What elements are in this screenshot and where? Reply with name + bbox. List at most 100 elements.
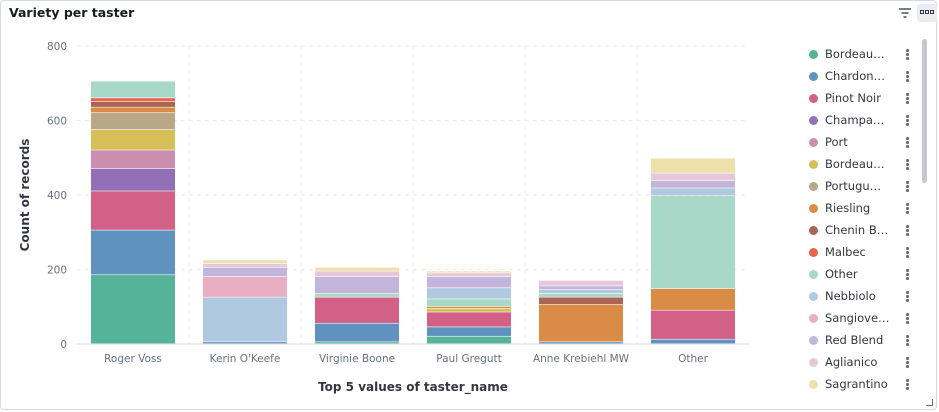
legend-label: Bordeau… [825,157,885,171]
bar-segment [315,323,399,342]
bar-segment [427,273,511,277]
legend-color-dot [809,93,818,103]
x-axis-title: Top 5 values of taster_name [318,380,508,395]
bar-segment [91,113,175,130]
bar-segment [651,195,735,289]
legend-item[interactable]: Red Blend [809,330,915,350]
bar-segment [539,297,623,305]
bar-segment [315,297,399,323]
vertical-dots-icon[interactable] [906,334,910,347]
legend-color-dot [809,49,818,59]
legend-color-dot [809,225,818,235]
bar-segment [203,267,287,277]
legend-color-dot [809,357,818,367]
bar-segment [427,299,511,307]
legend-item[interactable]: Portugu… [809,176,915,196]
options-icon-graphic [920,10,934,14]
bar-segment [427,312,511,327]
bar-segment [539,304,623,342]
legend-label: Port [825,135,848,149]
x-tick-label: Other [678,353,708,365]
legend-label: Sagrantino [825,377,888,391]
legend-item[interactable]: Bordeau… [809,44,915,64]
legend-item[interactable]: Riesling [809,198,915,218]
legend-item[interactable]: Chardon… [809,66,915,86]
bar-segment [539,286,623,290]
bar-segment [651,310,735,339]
y-tick-label: 600 [47,116,67,128]
y-axis-title: Count of records [18,139,32,252]
bar-segment [427,276,511,288]
bar-segment [91,168,175,191]
legend-item[interactable]: Aglianico [809,352,915,372]
panel-title: Variety per taster [9,5,135,20]
vertical-dots-icon[interactable] [906,158,910,171]
vertical-dots-icon[interactable] [906,202,910,215]
options-icon[interactable] [917,4,937,22]
resize-icon[interactable] [926,399,933,406]
legend-color-dot [809,313,818,323]
bar-segment [91,230,175,275]
legend-color-dot [809,335,818,345]
stacked-bar-chart: 0 200 400 600 800 Roger Voss Kerin O'Keefe Virg… [18,41,749,395]
legend-label: Riesling [825,201,871,215]
vertical-dots-icon[interactable] [906,70,910,83]
bar-segment [91,275,175,344]
bar-segment [427,308,511,312]
legend-item[interactable]: Pinot Noir [809,88,915,108]
vertical-dots-icon[interactable] [906,136,910,149]
vertical-dots-icon[interactable] [906,224,910,237]
vertical-dots-icon[interactable] [906,268,910,281]
legend-item[interactable]: Sagrantino [809,374,915,394]
legend-color-dot [809,379,818,389]
legend-label: Pinot Noir [825,91,881,105]
vertical-dots-icon[interactable] [906,312,910,325]
legend-label: Portugu… [825,179,882,193]
legend-item[interactable]: Nebbiolo [809,286,915,306]
bar-segment [651,339,735,344]
legend-item[interactable]: Port [809,132,915,152]
vertical-dots-icon[interactable] [906,48,910,61]
legend-item[interactable]: Bordeau… [809,154,915,174]
vertical-dots-icon[interactable] [906,246,910,259]
legend-item[interactable]: Chenin B… [809,220,915,240]
legend-item[interactable]: Champa… [809,110,915,130]
bar-segment [91,107,175,113]
vertical-dots-icon[interactable] [906,356,910,369]
legend-color-dot [809,115,818,125]
legend-color-dot [809,203,818,213]
bar-segment [427,288,511,299]
bar-segment [315,267,399,271]
vertical-dots-icon[interactable] [906,92,910,105]
bar-segment [203,260,287,264]
bar-segment [427,336,511,344]
legend-color-dot [809,159,818,169]
filter-icon-graphic [899,8,911,18]
bar-segment [91,81,175,98]
legend-scrollbar[interactable] [922,39,927,183]
bar-segment [427,306,511,309]
legend-label: Chardon… [825,69,886,83]
legend-label: Other [825,267,858,281]
vertical-dots-icon[interactable] [906,114,910,127]
y-tick-label: 0 [60,339,67,351]
bar-segment [91,150,175,169]
bar-segment [91,101,175,107]
vertical-dots-icon[interactable] [906,180,910,193]
x-tick-label: Virginie Boone [319,353,395,365]
vertical-dots-icon[interactable] [906,378,910,391]
bar-segment [427,327,511,336]
bar-segment [315,342,399,344]
filter-icon[interactable] [895,4,915,22]
legend-item[interactable]: Sangiove… [809,308,915,328]
vertical-dots-icon[interactable] [906,290,910,303]
legend-color-dot [809,247,818,257]
legend-item[interactable]: Other [809,264,915,284]
bar-segment [539,293,623,297]
bar-segment [427,271,511,273]
bar-segment [651,288,735,310]
legend-item[interactable]: Malbec [809,242,915,262]
y-tick-label: 800 [47,41,67,53]
legend-color-dot [809,269,818,279]
legend-label: Red Blend [825,333,884,347]
